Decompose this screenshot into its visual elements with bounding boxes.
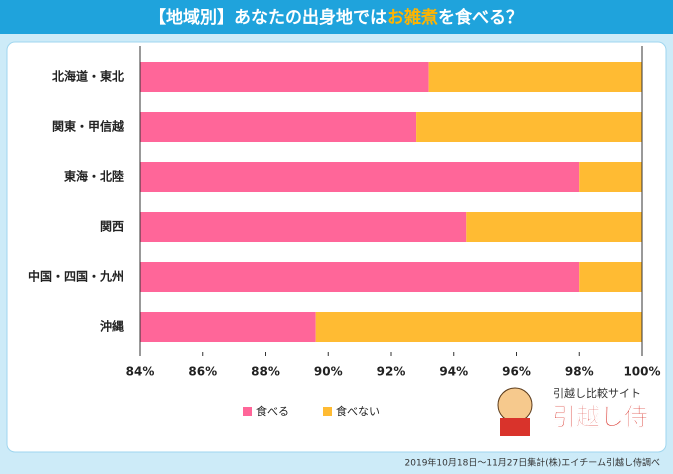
panel (6, 41, 667, 453)
title-part: お雑煮 (387, 7, 438, 28)
y-tick-label: 関西 (100, 220, 124, 234)
chart-title: 【地域別】あなたの出身地ではお雑煮を食べる？ (149, 7, 523, 28)
y-tick-label: 東海・北陸 (64, 169, 124, 184)
x-tick-label: 88% (251, 365, 280, 379)
bar-segment (428, 62, 642, 92)
x-tick-label: 84% (126, 365, 155, 379)
legend-label: 食べる (256, 404, 289, 418)
bar-segment (466, 212, 642, 242)
x-tick-label: 90% (314, 365, 343, 379)
title-part: 【地域別】あなたの出身地では (149, 7, 387, 28)
x-tick-label: 86% (188, 365, 217, 379)
x-tick-label: 92% (377, 365, 406, 379)
x-tick-label: 94% (439, 365, 468, 379)
logo-name: 引越し侍 (552, 403, 648, 431)
logo-subtitle: 引越し比較サイト (553, 386, 641, 400)
title-part: を食べる？ (438, 7, 523, 28)
y-tick-label: 北海道・東北 (52, 69, 124, 84)
bar-segment (140, 112, 417, 142)
bar-segment (579, 162, 642, 192)
x-tick-label: 96% (502, 365, 531, 379)
bar-segment (140, 262, 580, 292)
legend-swatch (323, 407, 332, 416)
y-tick-label: 関東・甲信越 (52, 119, 125, 134)
logo-icon (497, 387, 533, 423)
bar-segment (579, 262, 642, 292)
logo-icon (500, 418, 530, 436)
bar-segment (140, 312, 316, 342)
bar-segment (140, 212, 467, 242)
y-tick-label: 沖縄 (100, 319, 124, 334)
logo: 引越し比較サイト 引越し侍 (497, 386, 648, 436)
legend-swatch (243, 407, 252, 416)
bar-segment (416, 112, 642, 142)
source: 2019年10月18日～11月27日集計(株)エイチーム引越し侍調べ (405, 457, 660, 469)
x-tick-label: 98% (565, 365, 594, 379)
x-tick-label: 100% (623, 365, 660, 379)
bar-segment (315, 312, 642, 342)
y-tick-label: 中国・四国・九州 (28, 269, 124, 284)
bar-segment (140, 62, 429, 92)
legend-label: 食べない (336, 404, 380, 418)
title-band (0, 0, 673, 34)
bar-segment (140, 162, 580, 192)
